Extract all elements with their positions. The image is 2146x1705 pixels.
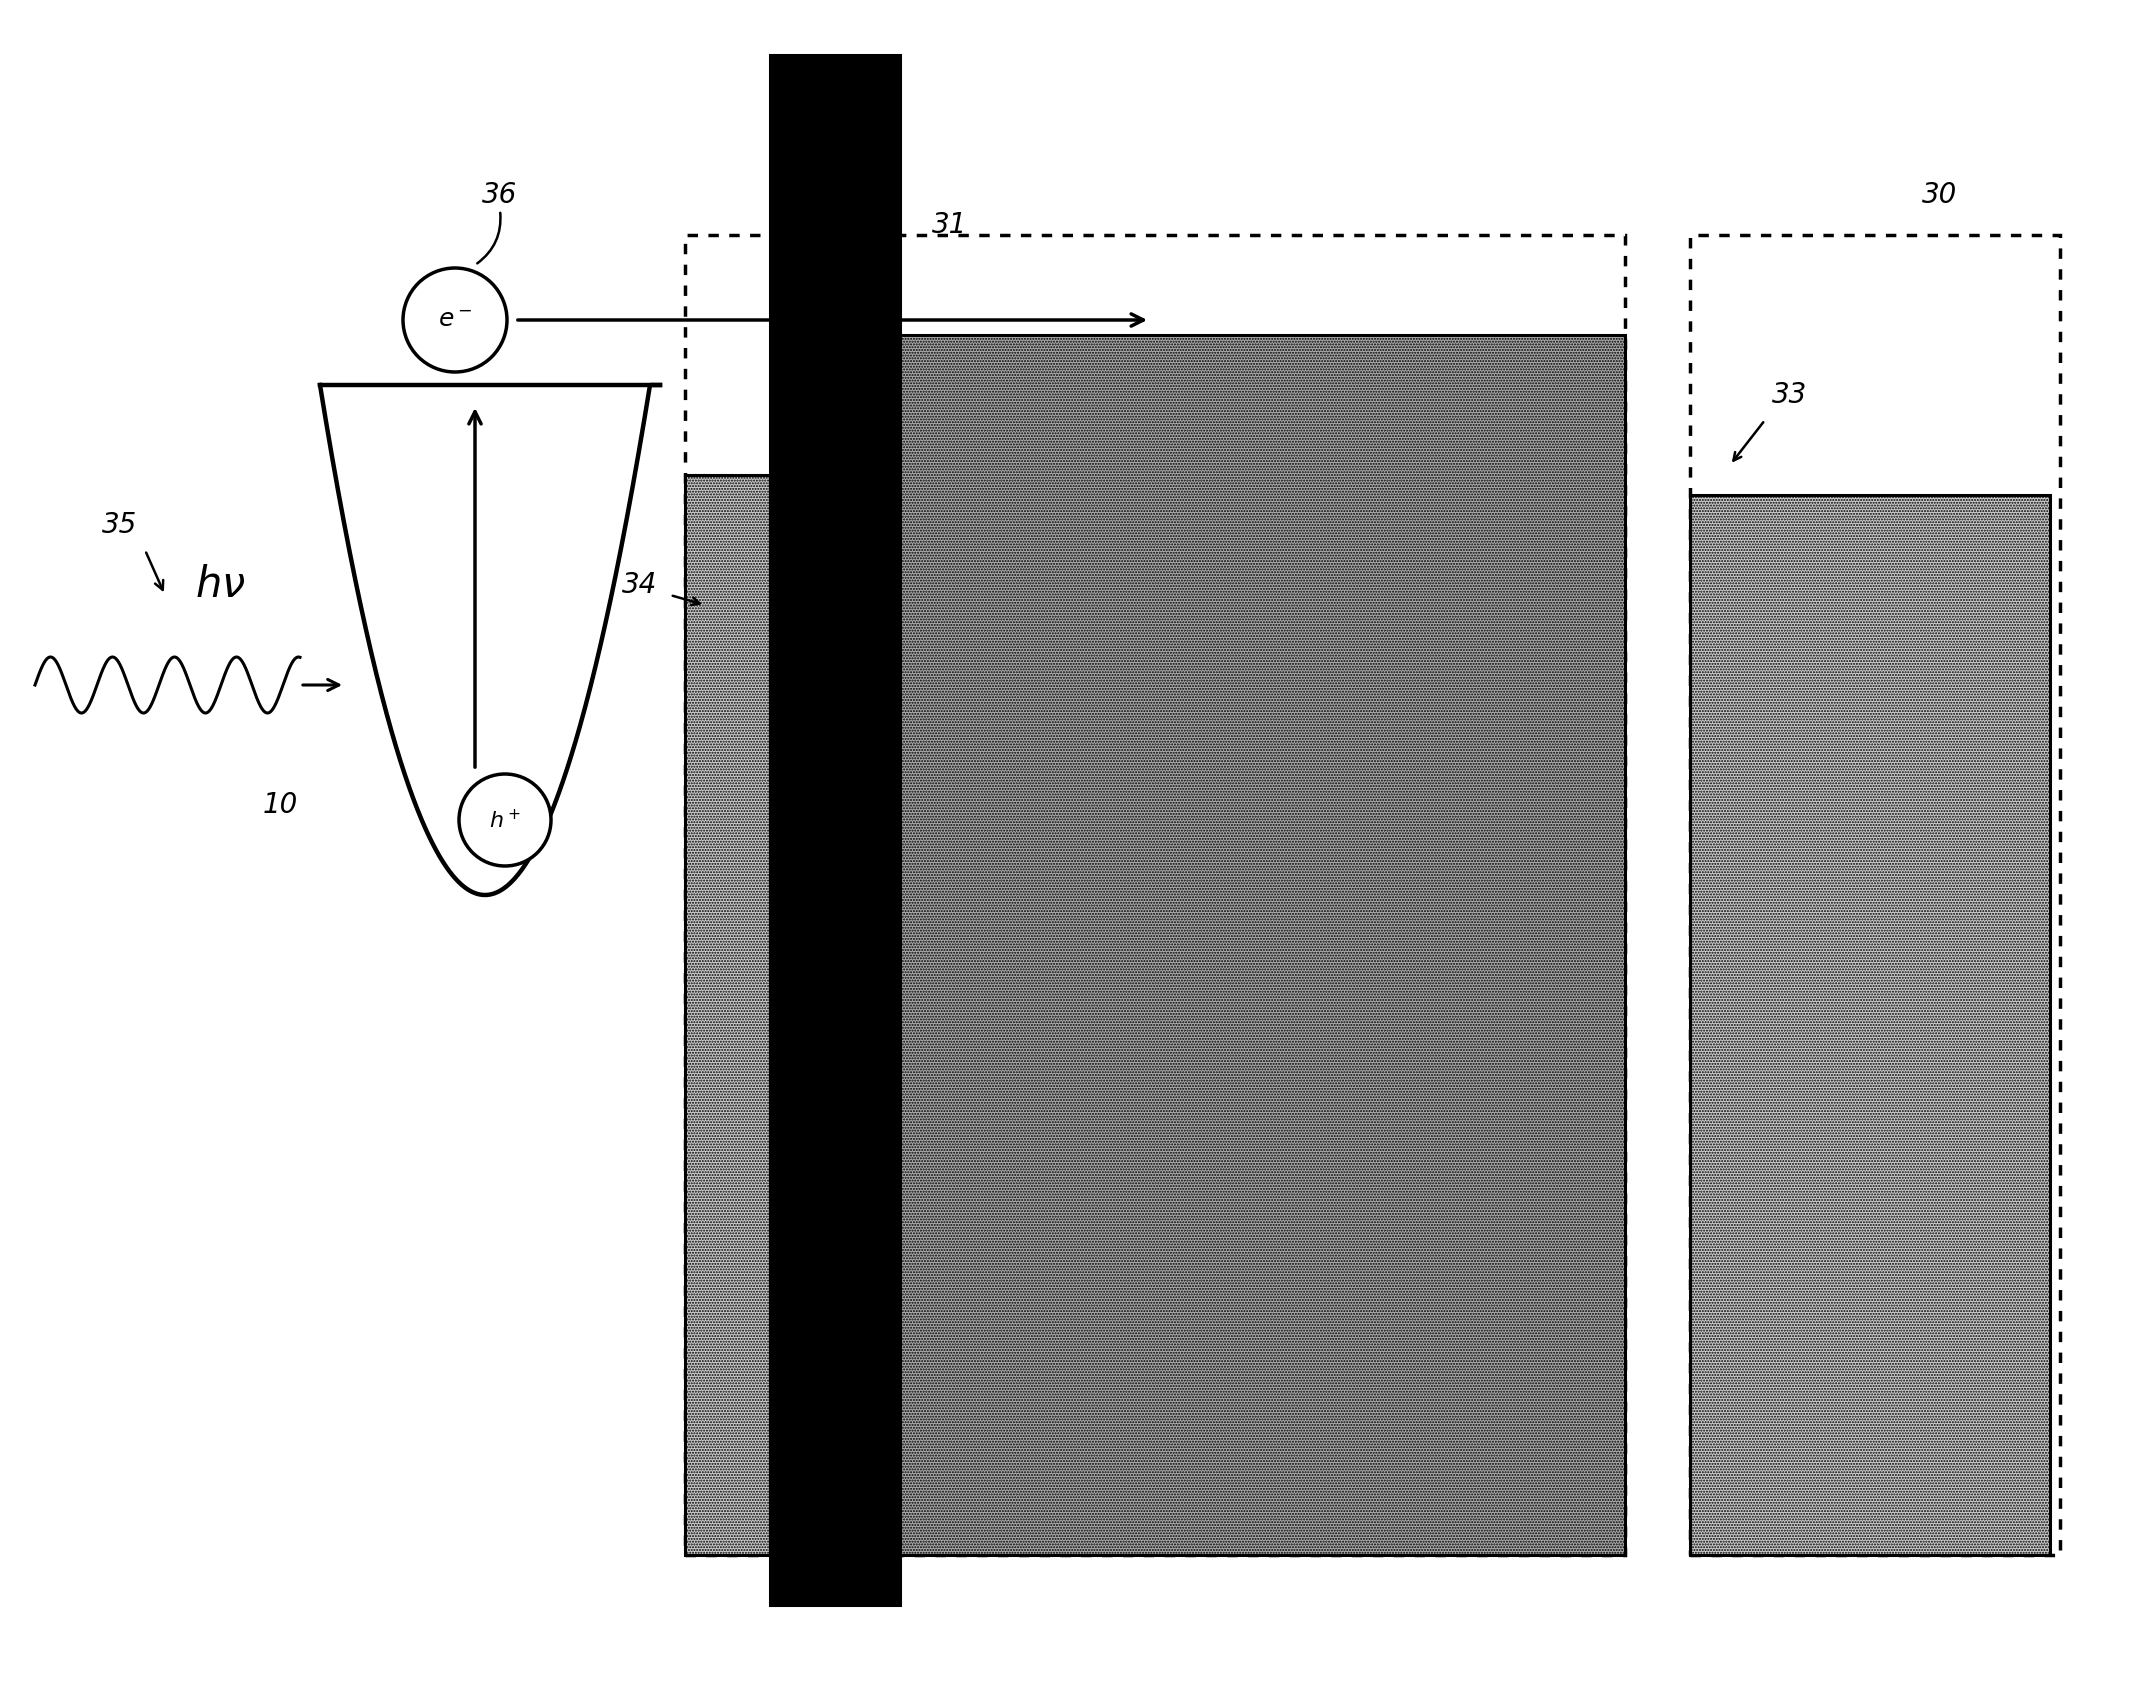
Text: $e^-$: $e^-$ bbox=[438, 309, 472, 332]
Text: $h^+$: $h^+$ bbox=[489, 808, 521, 832]
Bar bbox=[1691, 494, 2049, 1555]
Text: $h\nu$: $h\nu$ bbox=[195, 564, 245, 605]
Text: 10: 10 bbox=[262, 791, 298, 818]
Circle shape bbox=[403, 268, 506, 372]
Bar bbox=[770, 55, 899, 1604]
Text: 34: 34 bbox=[622, 571, 657, 598]
Text: 31: 31 bbox=[931, 211, 968, 239]
Bar bbox=[685, 235, 1625, 1555]
Text: 30: 30 bbox=[1923, 181, 1957, 210]
Circle shape bbox=[459, 774, 552, 866]
Text: 35: 35 bbox=[103, 512, 137, 539]
Text: 36: 36 bbox=[483, 181, 517, 210]
Bar bbox=[899, 334, 1625, 1555]
Bar bbox=[1691, 235, 2060, 1555]
Text: 33: 33 bbox=[1773, 380, 1807, 409]
Bar bbox=[685, 476, 770, 1555]
